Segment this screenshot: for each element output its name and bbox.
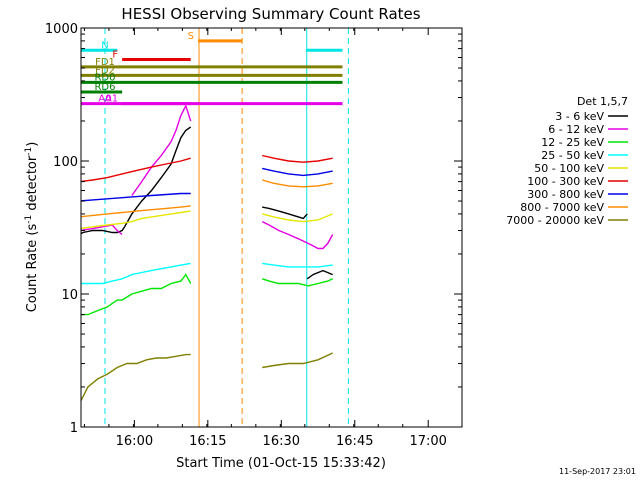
flag-label-rd6: RD6 xyxy=(94,82,115,93)
flag-label-fd1: FD1 xyxy=(95,57,115,68)
series-line xyxy=(262,179,333,188)
x-axis-label: Start Time (01-Oct-15 15:33:42) xyxy=(176,456,386,471)
flag-label-fd2: FD2 xyxy=(95,65,115,76)
series-line xyxy=(123,126,192,228)
series-line xyxy=(81,157,191,183)
legend-title: Det 1,5,7 xyxy=(577,95,628,108)
x-tick-label: 17:00 xyxy=(409,434,446,449)
series-line xyxy=(81,353,191,403)
series-line xyxy=(262,213,333,223)
series-line xyxy=(262,154,333,163)
series-line xyxy=(81,205,191,218)
series-line xyxy=(81,210,191,230)
flag-label-n: N xyxy=(101,40,108,51)
flag-label-a1: A1 xyxy=(105,94,118,105)
chart-title: HESSI Observing Summary Count Rates xyxy=(121,5,420,23)
x-tick-label: 16:30 xyxy=(263,434,300,449)
y-tick-label: 10 xyxy=(61,288,78,303)
flag-label-rd0: RD0 xyxy=(94,72,115,83)
series-line xyxy=(81,224,123,236)
legend-label: 12 - 25 keV xyxy=(541,136,604,149)
timestamp: 11-Sep-2017 23:01 xyxy=(559,467,636,476)
series-line xyxy=(262,262,333,268)
legend-label: 100 - 300 keV xyxy=(527,175,604,188)
flag-label-f: F xyxy=(112,49,118,60)
legend-label: 25 - 50 keV xyxy=(541,149,604,162)
y-axis-label: Count Rate (s-1 detector-1) xyxy=(24,142,40,313)
plot-frame xyxy=(80,27,463,428)
series-line xyxy=(131,103,192,196)
legend-label: 7000 - 20000 keV xyxy=(506,214,604,227)
y-tick-label: 1 xyxy=(70,421,78,436)
series-line xyxy=(81,273,192,316)
series-line xyxy=(262,206,308,220)
series-line xyxy=(306,269,333,280)
x-tick-label: 16:15 xyxy=(189,434,226,449)
y-tick-label: 100 xyxy=(53,155,78,170)
flag-label-s: S xyxy=(188,31,194,42)
x-tick-label: 16:45 xyxy=(336,434,373,449)
series-line xyxy=(261,278,333,287)
legend-label: 300 - 800 keV xyxy=(527,188,604,201)
series-line xyxy=(262,167,333,177)
legend-label: 50 - 100 keV xyxy=(534,162,604,175)
series-line xyxy=(81,226,126,235)
series-line xyxy=(81,192,191,202)
y-tick-label: 1000 xyxy=(45,22,78,37)
legend-label: 6 - 12 keV xyxy=(548,123,604,136)
series-line xyxy=(261,220,334,250)
legend-label: 800 - 7000 keV xyxy=(520,201,604,214)
legend-label: 3 - 6 keV xyxy=(555,110,604,123)
flag-label-a0: A0 xyxy=(98,94,111,105)
series-line xyxy=(81,262,191,285)
series-line xyxy=(262,352,333,369)
x-tick-label: 16:00 xyxy=(116,434,153,449)
